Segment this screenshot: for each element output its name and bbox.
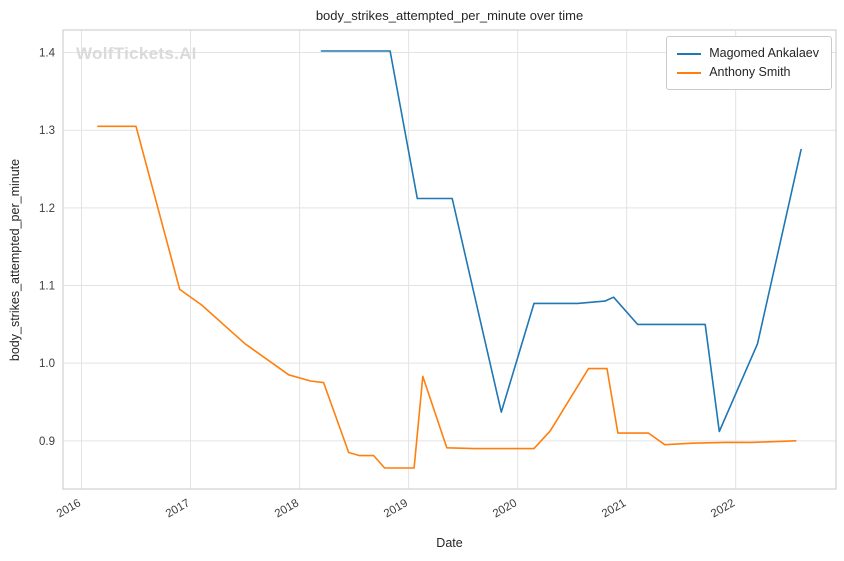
series-line-anthony-smith xyxy=(97,125,797,469)
x-tick-label: 2019 xyxy=(382,497,410,520)
x-tick-label: 2017 xyxy=(164,497,192,520)
y-tick-label: 1.2 xyxy=(39,203,55,215)
legend-entry-anthony-smith: Anthony Smith xyxy=(677,63,819,82)
y-axis-label: body_strikes_attempted_per_minute xyxy=(8,158,22,361)
series-line-magomed-ankalaev xyxy=(320,50,802,433)
legend: Magomed Ankalaev Anthony Smith xyxy=(666,36,832,90)
chart-title: body_strikes_attempted_per_minute over t… xyxy=(315,8,584,23)
y-tick-label: 0.9 xyxy=(39,436,55,448)
x-axis-label: Date xyxy=(436,536,463,550)
x-tick-label: 2021 xyxy=(600,497,628,520)
x-tick-label: 2022 xyxy=(709,497,737,520)
watermark: WolfTickets.AI xyxy=(76,44,197,63)
x-tick-label: 2020 xyxy=(491,497,519,520)
legend-label: Anthony Smith xyxy=(709,65,791,79)
x-tick-label: 2018 xyxy=(273,497,301,520)
plot-border xyxy=(62,29,837,490)
y-tick-label: 1.4 xyxy=(39,48,56,60)
y-axis-label-container: body_strikes_attempted_per_minute xyxy=(0,30,30,489)
x-tick-label: 2016 xyxy=(55,497,83,520)
y-tick-label: 1.0 xyxy=(39,358,55,370)
legend-line-sample-orange xyxy=(677,71,702,74)
legend-line-sample-blue xyxy=(677,52,702,55)
y-tick-label: 1.1 xyxy=(39,281,55,293)
y-tick-label: 1.3 xyxy=(39,125,55,137)
legend-entry-magomed-ankalaev: Magomed Ankalaev xyxy=(677,44,819,63)
legend-label: Magomed Ankalaev xyxy=(709,46,819,60)
